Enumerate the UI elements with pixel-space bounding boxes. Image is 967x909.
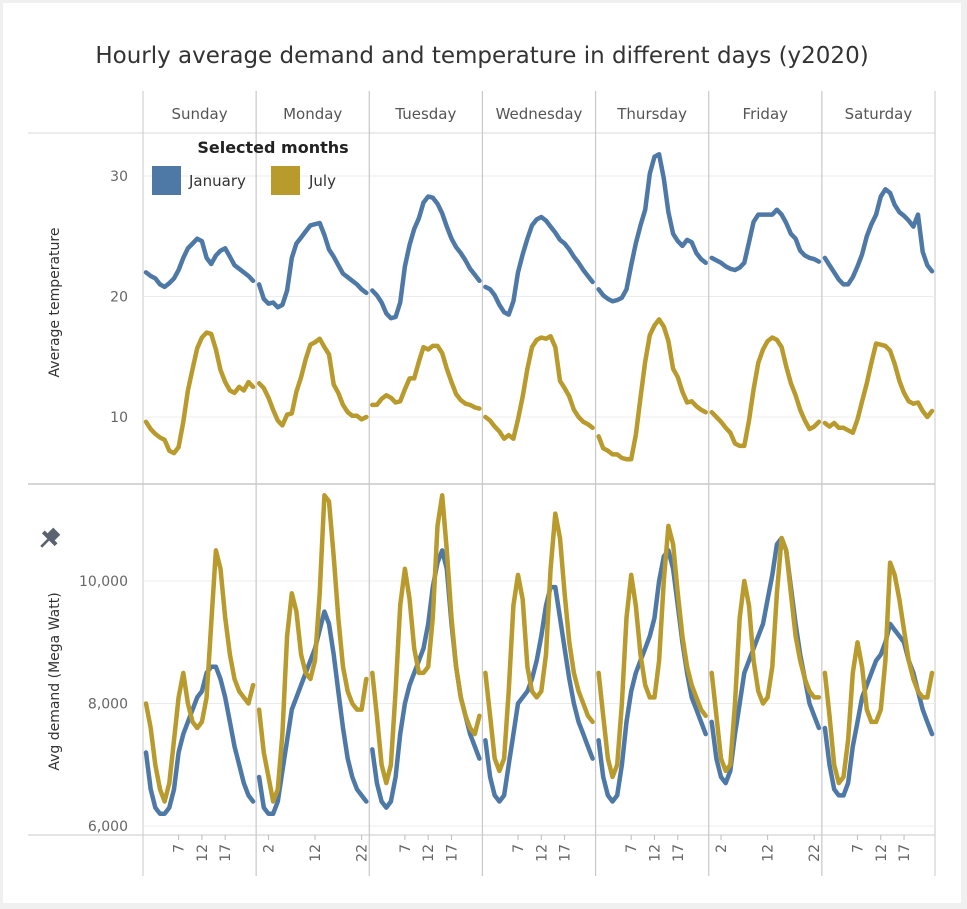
series-line-july: [143, 548, 256, 804]
day-headers: Sunday Monday Tuesday Wednesday Thursday Frid…: [172, 105, 913, 123]
hour-tick-label: 17: [444, 844, 460, 862]
legend-label-july[interactable]: July: [308, 172, 336, 190]
hour-tick-label: 12: [874, 844, 890, 862]
hour-tick-label: 17: [671, 844, 687, 862]
legend-swatch-january[interactable]: [152, 166, 181, 195]
series-line-january: [483, 214, 595, 317]
series-line-january: [256, 609, 369, 817]
series-line-january: [143, 236, 256, 290]
hour-tick-label: 17: [897, 844, 913, 862]
series-line-july: [822, 341, 935, 435]
series-line-july: [370, 343, 482, 411]
hour-tick-label: 22: [807, 844, 823, 862]
hour-tick-label: 12: [761, 844, 777, 862]
day-header: Wednesday: [496, 105, 583, 123]
day-header: Friday: [743, 105, 789, 123]
hour-tick-label: 17: [558, 844, 574, 862]
hour-tick-label: 7: [398, 844, 414, 853]
chart-title: Hourly average demand and temperature in…: [95, 43, 868, 69]
hour-tick-label: 12: [647, 844, 663, 862]
series-line-january: [709, 535, 822, 786]
day-dividers: [255, 91, 823, 876]
series-line-july: [709, 335, 822, 449]
series-line-july: [256, 336, 369, 428]
series-line-july: [143, 330, 256, 456]
legend-label-january[interactable]: January: [188, 172, 246, 190]
hour-tick-label: 12: [421, 844, 437, 862]
series-line-july: [596, 523, 708, 780]
series-line-january: [143, 664, 256, 817]
series-line-july: [709, 535, 822, 774]
series-line-january: [596, 152, 708, 304]
series-line-january: [709, 207, 822, 273]
hour-tick-label: 7: [172, 844, 188, 853]
hour-tick-label: 7: [511, 844, 527, 853]
y-tick-label: 20: [110, 290, 128, 306]
series-line-july: [483, 511, 595, 774]
hour-tick-label: 12: [195, 844, 211, 862]
series-line-january: [370, 194, 482, 321]
hour-tick-label: 7: [850, 844, 866, 853]
legend[interactable]: Selected months January July: [152, 138, 349, 195]
chart-card: Hourly average demand and temperature in…: [3, 3, 961, 903]
y-tick-label: 10,000: [79, 574, 128, 590]
hour-tick-label: 12: [534, 844, 550, 862]
day-header: Tuesday: [394, 105, 456, 123]
series-line-july: [596, 317, 708, 462]
legend-swatch-july[interactable]: [271, 166, 300, 195]
hour-tick-label: 7: [624, 844, 640, 853]
y-tick-label: 10: [110, 410, 128, 426]
day-header: Monday: [283, 105, 342, 123]
hour-tick-label: 2: [261, 844, 277, 853]
hour-tick-label: 12: [308, 844, 324, 862]
series-line-january: [822, 187, 935, 287]
y-tick-label: 8,000: [88, 697, 128, 713]
y-axes: 10 20 30 Average temperature 6,000 8,000 10,00…: [47, 169, 128, 835]
chart-svg: Hourly average demand and temperature in…: [28, 43, 936, 876]
pin-icon[interactable]: [35, 525, 63, 553]
series-line-july: [483, 334, 595, 441]
hour-tick-label: 2: [714, 844, 730, 853]
y-tick-label: 6,000: [88, 819, 128, 835]
hour-tick-label: 22: [355, 844, 371, 862]
series-line-january: [483, 584, 595, 804]
day-header: Thursday: [616, 105, 687, 123]
series-line-january: [256, 220, 369, 310]
y-axis-title: Average temperature: [47, 228, 63, 378]
y-axis-title: Avg demand (Mega Watt): [47, 592, 63, 770]
y-tick-label: 30: [110, 169, 128, 185]
chart-frame: [28, 91, 936, 876]
hour-tick-label: 17: [218, 844, 234, 862]
series-line-july: [370, 493, 482, 786]
series-lines: [143, 152, 935, 817]
series-line-july: [256, 493, 369, 804]
legend-title: Selected months: [197, 138, 348, 157]
series-line-july: [822, 560, 935, 786]
hour-axis: 7 12 17 2 12 22 7 12 17 7 12 17 7 12 17 2 12 22 7 12 17: [172, 835, 913, 862]
day-header: Sunday: [172, 105, 228, 123]
day-header: Saturday: [845, 105, 913, 123]
